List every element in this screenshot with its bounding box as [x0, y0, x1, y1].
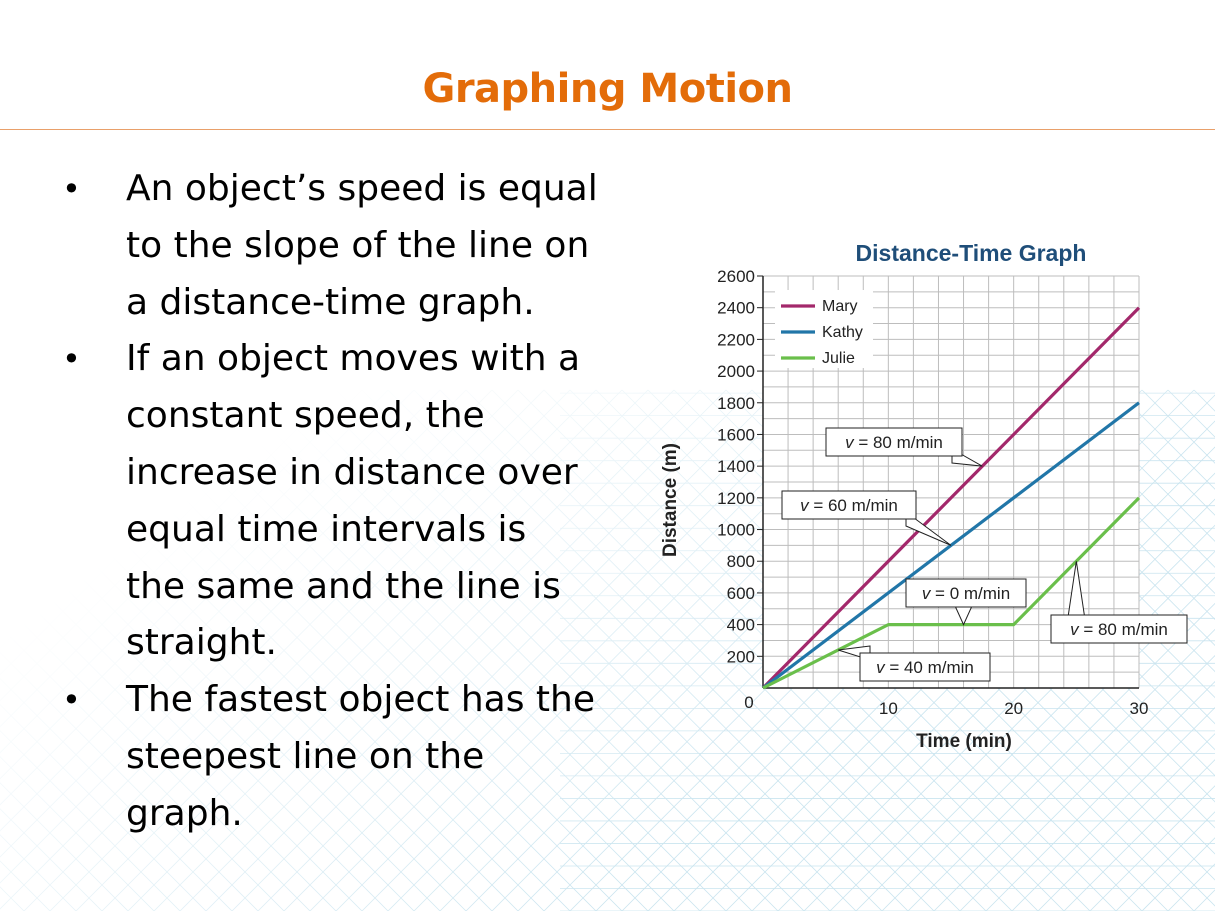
speed-callout: v = 0 m/min	[905, 578, 1027, 626]
bullet-dot-icon: •	[62, 681, 81, 720]
bullet-line: constant speed, the	[126, 395, 485, 437]
callout-label: v = 80 m/min	[845, 433, 943, 452]
x-tick-label: 20	[1004, 699, 1023, 718]
callout-label: v = 0 m/min	[922, 584, 1010, 603]
legend-entry: Kathy	[822, 324, 863, 341]
title-divider	[0, 129, 1215, 130]
bullet-item: • An object’s speed is equal to the slope …	[56, 161, 636, 331]
y-tick-label: 1200	[717, 489, 755, 508]
bullet-line: graph.	[126, 792, 243, 834]
series-line-mary	[761, 306, 1141, 690]
bullet-line: to the slope of the line on	[126, 224, 590, 266]
speed-callout: v = 60 m/min	[781, 490, 952, 546]
bullet-dot-icon: •	[62, 340, 81, 379]
x-tick-label: 30	[1130, 699, 1149, 718]
speed-callout: v = 80 m/min	[1050, 561, 1188, 644]
bullet-item: • The fastest object has the steepest line…	[56, 672, 636, 842]
slide-title: Graphing Motion	[422, 66, 793, 112]
bullet-line: steepest line on the	[126, 735, 485, 777]
callout-variable: v	[800, 496, 810, 515]
bullet-dot-icon: •	[62, 170, 81, 208]
y-tick-label: 200	[727, 647, 755, 666]
y-tick-label: 1800	[717, 394, 755, 413]
callout-variable: v	[922, 584, 932, 603]
speed-callout: v = 80 m/min	[825, 427, 983, 467]
callout-label: v = 60 m/min	[800, 496, 898, 515]
x-axis-label: Time (min)	[916, 731, 1012, 752]
bullet-line: An object’s speed is equal	[126, 168, 598, 209]
origin-label: 0	[744, 693, 753, 712]
chart-title: Distance-Time Graph	[856, 240, 1087, 266]
legend-entry: Mary	[822, 298, 858, 315]
y-tick-label: 800	[727, 552, 755, 571]
x-tick-label: 10	[879, 699, 898, 718]
callout-value: = 80 m/min	[1079, 620, 1168, 639]
y-axis-label: Distance (m)	[660, 443, 681, 557]
callout-box	[825, 427, 963, 457]
bullet-list: • An object’s speed is equal to the slope …	[56, 161, 636, 843]
y-tick-label: 400	[727, 616, 755, 635]
callout-value: = 0 m/min	[930, 584, 1010, 603]
callout-box	[905, 578, 1027, 608]
bullet-line: straight.	[126, 622, 277, 664]
y-tick-label: 1600	[717, 425, 755, 444]
bullet-line: increase in distance over	[126, 451, 578, 493]
callout-box	[1050, 614, 1188, 644]
callout-variable: v	[1070, 620, 1080, 639]
y-tick-label: 2400	[717, 299, 755, 318]
legend-background	[775, 290, 873, 368]
y-tick-label: 2200	[717, 330, 755, 349]
bullet-line: the same and the line is	[126, 565, 561, 607]
callout-value: = 40 m/min	[885, 658, 974, 677]
distance-time-chart: Distance-Time Graph200400600800100012001…	[660, 240, 1188, 752]
y-tick-label: 600	[727, 584, 755, 603]
callout-variable: v	[845, 433, 855, 452]
callout-box	[781, 490, 917, 520]
callout-value: = 80 m/min	[854, 433, 943, 452]
callout-box	[859, 652, 991, 682]
callout-label: v = 40 m/min	[876, 658, 974, 677]
bullet-line: If an object moves with a	[126, 338, 581, 380]
bullet-item: • If an object moves with a constant speed…	[56, 331, 636, 672]
y-tick-label: 1400	[717, 457, 755, 476]
bullet-line: equal time intervals is	[126, 508, 527, 550]
callout-variable: v	[876, 658, 886, 677]
bullet-line: The fastest object has the	[126, 679, 596, 721]
legend-entry: Julie	[822, 350, 855, 367]
speed-callout: v = 40 m/min	[838, 645, 991, 682]
callout-value: = 60 m/min	[809, 496, 898, 515]
callout-label: v = 80 m/min	[1070, 620, 1168, 639]
bullet-line: a distance-time graph.	[126, 281, 535, 323]
y-tick-label: 1000	[717, 521, 755, 540]
y-tick-label: 2600	[717, 267, 755, 286]
y-tick-label: 2000	[717, 362, 755, 381]
